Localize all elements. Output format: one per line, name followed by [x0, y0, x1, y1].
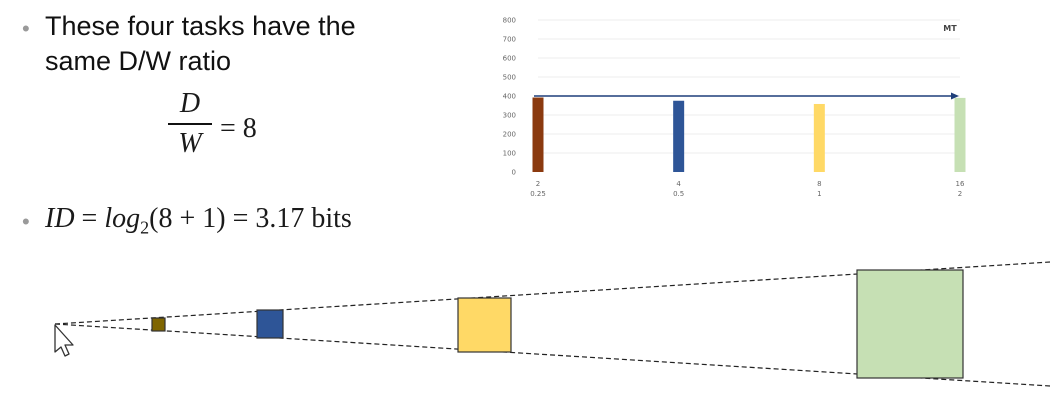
- upper-sightline: [54, 261, 1051, 325]
- y-tick-label: 600: [503, 55, 516, 63]
- id-arg: (8 + 1): [149, 203, 226, 234]
- id-formula: ID = log2(8 + 1) = 3.17 bits: [45, 203, 352, 239]
- target-square-3: [457, 297, 512, 353]
- id-eq2: = 3.17 bits: [225, 203, 352, 234]
- y-tick-label: 500: [503, 74, 516, 82]
- id-lhs: ID: [45, 203, 75, 234]
- fraction-denominator: W: [178, 128, 202, 159]
- fraction-equals: = 8: [220, 113, 257, 144]
- target-square-4: [856, 269, 964, 379]
- dw-fraction: D W: [168, 88, 212, 160]
- y-tick-label: 100: [503, 150, 516, 158]
- chart-bar: [532, 97, 544, 172]
- bullet-dot: •: [22, 209, 30, 234]
- x-subtick-label: 1: [817, 190, 821, 198]
- x-subtick-label: 2: [958, 190, 962, 198]
- x-tick-label: 16: [956, 180, 965, 188]
- x-tick-label: 8: [817, 180, 821, 188]
- id-func: log: [104, 203, 141, 234]
- y-tick-label: 200: [503, 131, 516, 139]
- chart-legend: MT: [943, 24, 957, 33]
- y-tick-label: 0: [512, 169, 516, 177]
- fraction-numerator: D: [179, 88, 201, 119]
- chart-y-ticks: 0 100 200 300 400 500 600 700 800: [503, 17, 516, 177]
- reference-arrow-head: [951, 92, 959, 100]
- chart-bar: [673, 100, 685, 172]
- y-tick-label: 400: [503, 93, 516, 101]
- fraction-bar: [168, 123, 212, 125]
- ratio-text-line1: These four tasks have the: [45, 11, 356, 41]
- chart-bars: [532, 97, 966, 172]
- mouse-cursor-icon: [54, 324, 74, 357]
- y-tick-label: 700: [503, 36, 516, 44]
- chart-bar: [813, 103, 825, 172]
- targets-diagram: [54, 261, 1051, 387]
- x-subtick-label: 0.5: [673, 190, 684, 198]
- x-tick-label: 2: [536, 180, 540, 188]
- id-sub: 2: [140, 217, 150, 238]
- y-tick-label: 300: [503, 112, 516, 120]
- y-tick-label: 800: [503, 17, 516, 25]
- ratio-text-line2: same D/W ratio: [45, 46, 232, 76]
- chart-x-ticks: 2 0.25 4 0.5 8 1 16 2: [530, 180, 965, 198]
- x-tick-label: 4: [676, 180, 681, 188]
- target-square-2: [256, 309, 284, 339]
- chart-grid: [538, 19, 960, 154]
- bullet-dot: •: [22, 16, 30, 41]
- x-subtick-label: 0.25: [530, 190, 546, 198]
- chart-bar: [954, 97, 966, 172]
- id-eq1: =: [74, 203, 105, 234]
- lower-sightline: [54, 323, 1051, 387]
- target-square-1: [151, 317, 166, 332]
